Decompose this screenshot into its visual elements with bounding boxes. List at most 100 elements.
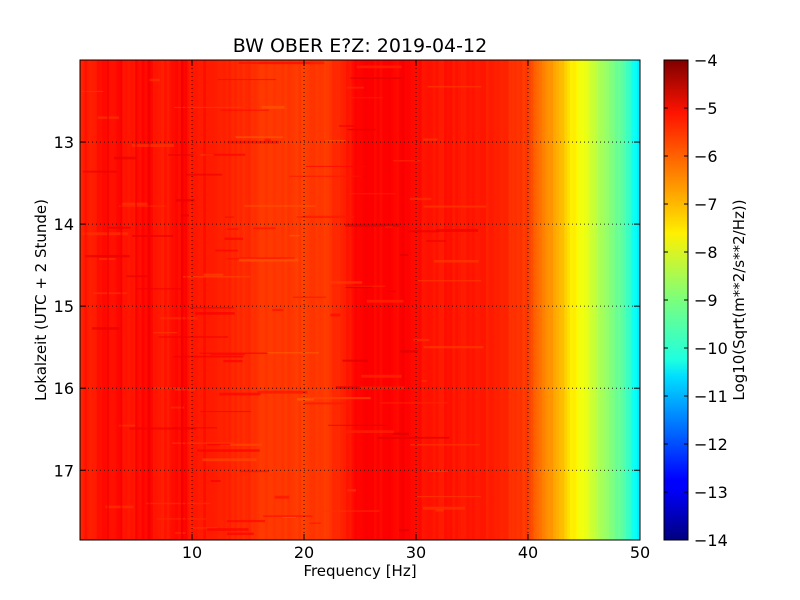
colorbar-ticks (664, 59, 688, 541)
spectrogram-column (158, 60, 162, 540)
colorbar-tick-labels: −4 −5 −6 −7 −8 −9 −10 −11 −12 −13 −14 (694, 51, 728, 550)
spectrogram-column (519, 60, 523, 540)
spectrogram-column (306, 60, 310, 540)
spectrogram-streak (158, 336, 229, 338)
colorbar-tick-label: −9 (694, 291, 718, 310)
spectrogram-streak (189, 307, 234, 309)
spectrogram-streak (146, 502, 211, 505)
spectrogram-column (609, 60, 613, 540)
spectrogram-column (351, 60, 355, 540)
spectrogram-column (508, 60, 512, 540)
spectrogram-column (183, 60, 187, 540)
spectrogram-column (452, 60, 456, 540)
spectrogram-streak (303, 402, 349, 405)
spectrogram-streak (81, 90, 104, 92)
spectrogram-streak (282, 516, 297, 518)
y-tick-label: 13 (54, 133, 74, 152)
spectrogram-streak (399, 350, 418, 353)
colorbar: −4 −5 −6 −7 −8 −9 −10 −11 −12 −13 −14 Log10(Sqrt(m… (663, 51, 748, 550)
spectrogram-column (410, 60, 414, 540)
spectrogram-column (575, 60, 579, 540)
spectrogram-column (301, 60, 305, 540)
spectrogram-streak (385, 225, 393, 228)
spectrogram-streak (197, 449, 260, 452)
spectrogram-streak (423, 205, 487, 208)
spectrogram-streak (132, 235, 174, 237)
spectrogram-streak (92, 292, 128, 295)
spectral-line (185, 60, 188, 540)
spectrogram-streak (400, 254, 409, 257)
spectrogram-column (192, 60, 196, 540)
spectrogram-streak (289, 234, 300, 237)
spectrogram-streak (171, 427, 218, 429)
spectrogram-column (287, 60, 291, 540)
spectrogram-streak (264, 138, 271, 142)
spectrogram-streak (366, 299, 404, 303)
spectrogram-streak (129, 427, 197, 430)
spectrogram-column (99, 60, 103, 540)
spectrogram-streak (200, 154, 214, 156)
spectrogram-streak (217, 78, 277, 81)
spectrogram-streak (427, 470, 448, 472)
spectrogram-streak (289, 175, 361, 177)
spectral-line (180, 60, 183, 540)
spectrogram-column (239, 60, 243, 540)
spectrogram-column (556, 60, 560, 540)
spectrogram-column (155, 60, 159, 540)
spectrogram-column (343, 60, 347, 540)
axis-ticks (80, 60, 641, 540)
spectrogram-column (550, 60, 554, 540)
spectrogram-column (276, 60, 280, 540)
spectrogram-streak (421, 380, 428, 382)
spectrogram-streak (296, 215, 355, 219)
spectrogram-column (612, 60, 616, 540)
spectrogram-streak (350, 77, 402, 79)
colorbar-tick-label: −11 (694, 387, 728, 406)
spectrogram-streak (380, 402, 448, 404)
spectrogram-streak (410, 444, 480, 446)
colorbar-tick-label: −14 (694, 531, 728, 550)
spectrogram-column (217, 60, 221, 540)
spectrogram-column (273, 60, 277, 540)
spectrogram-column (497, 60, 501, 540)
spectrogram-column (553, 60, 557, 540)
spectrogram-streak (409, 197, 432, 201)
spectrogram-streak (263, 515, 313, 517)
spectrogram-streak (297, 398, 315, 401)
spectrogram-streak (226, 519, 265, 523)
spectrogram-column (572, 60, 576, 540)
spectrogram-column (500, 60, 504, 540)
colorbar-tick-label: −6 (694, 147, 718, 166)
spectrogram-column (494, 60, 498, 540)
spectrogram-column (133, 60, 137, 540)
spectrogram-column (477, 60, 481, 540)
spectrogram-streak (227, 228, 239, 230)
spectrogram-streak (186, 173, 223, 176)
spectrogram-column (522, 60, 526, 540)
spectrogram-streak (224, 237, 244, 240)
spectrogram-streak (422, 138, 438, 141)
spectrogram-column (88, 60, 92, 540)
spectrogram-column (312, 60, 316, 540)
spectrogram-column (539, 60, 543, 540)
spectrogram-streak (207, 528, 249, 531)
spectrogram-column (626, 60, 630, 540)
spectrogram-column (598, 60, 602, 540)
spectrogram-streak (114, 156, 137, 160)
spectrogram-streak (347, 489, 357, 492)
spectrogram-streak (309, 522, 321, 524)
spectrogram-streak (107, 226, 131, 229)
spectrogram-column (138, 60, 142, 540)
spectrogram-streak (322, 510, 380, 512)
y-tick-label: 14 (54, 215, 74, 234)
spectrogram-streak (200, 410, 252, 413)
spectrogram-streak (293, 296, 327, 299)
spectrogram-streak (346, 430, 395, 433)
spectrogram-column (516, 60, 520, 540)
spectrogram-plot-area (80, 60, 640, 540)
spectrogram-column (116, 60, 120, 540)
spectrogram-column (472, 60, 476, 540)
spectrogram-column (220, 60, 224, 540)
spectrogram-streak (220, 109, 270, 111)
spectrogram-column (108, 60, 112, 540)
